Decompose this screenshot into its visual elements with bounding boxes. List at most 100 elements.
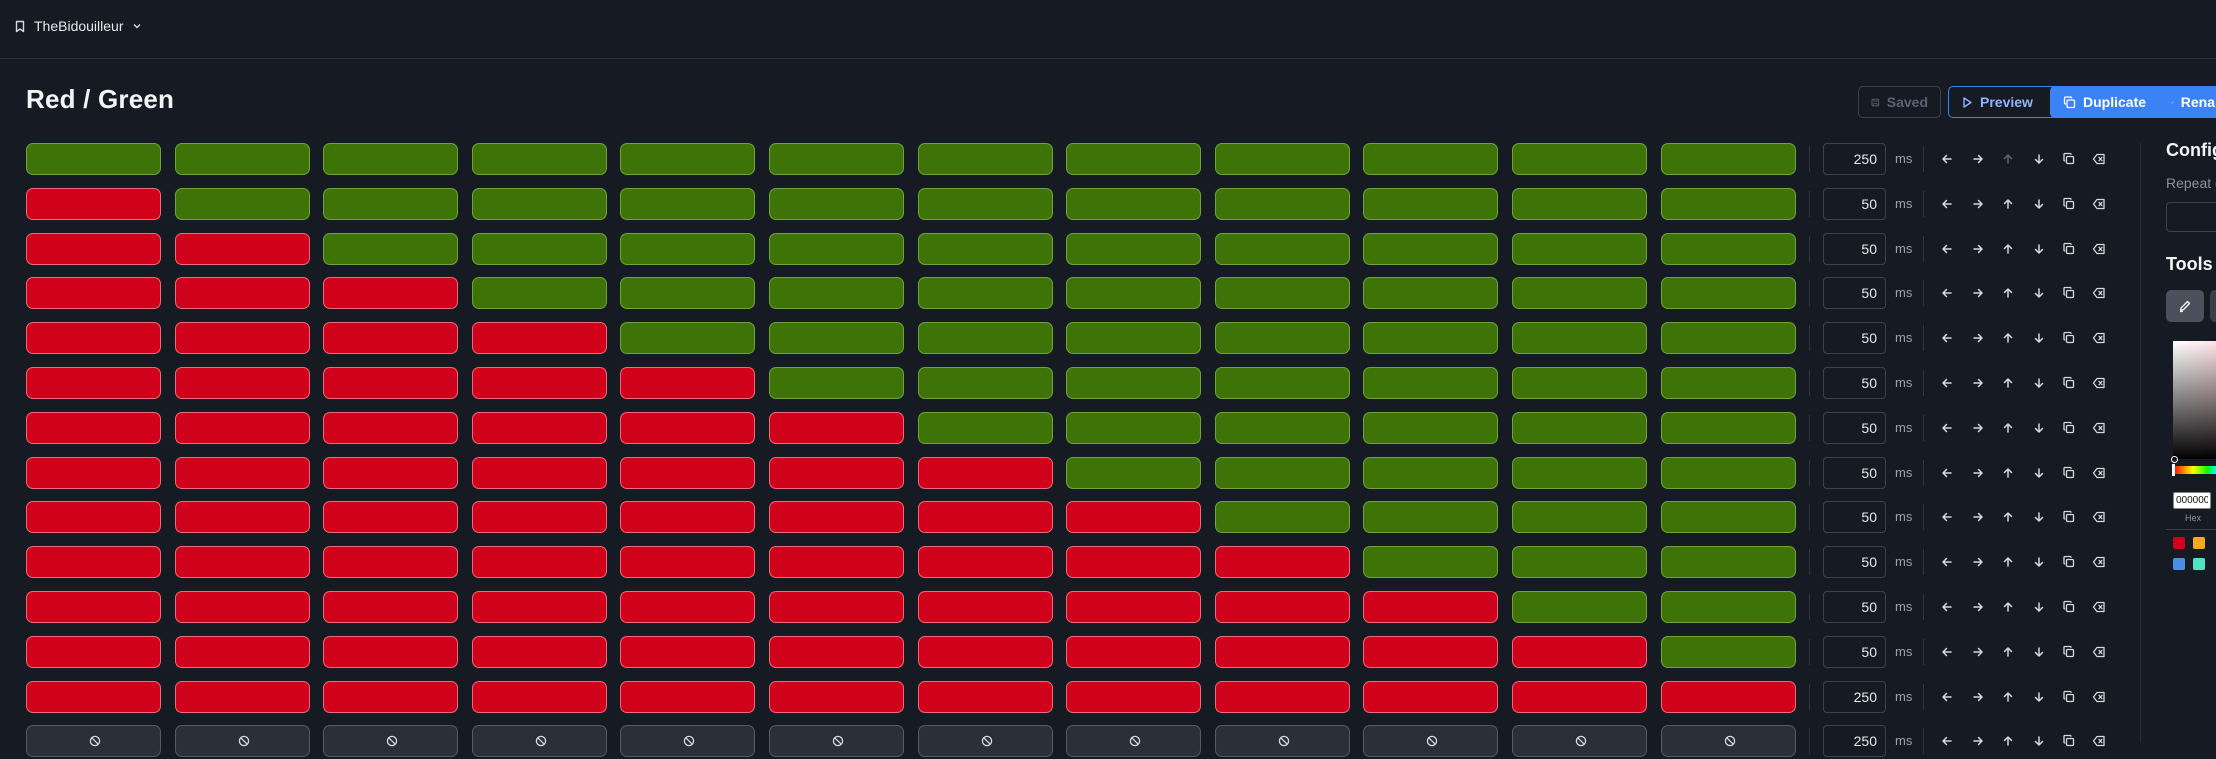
led-cell-red[interactable] <box>175 367 310 399</box>
led-cell-red[interactable] <box>175 277 310 309</box>
led-cell-green[interactable] <box>769 188 904 220</box>
led-cell-red[interactable] <box>26 188 161 220</box>
led-cell-green[interactable] <box>918 143 1053 175</box>
copy-button[interactable] <box>2061 554 2077 570</box>
led-cell-green[interactable] <box>1363 457 1498 489</box>
led-cell-green[interactable] <box>1512 546 1647 578</box>
delete-button[interactable] <box>2091 599 2107 615</box>
led-cell-green[interactable] <box>1661 188 1796 220</box>
arrow-left-button[interactable] <box>1939 196 1955 212</box>
led-cell-green[interactable] <box>26 143 161 175</box>
led-cell-red[interactable] <box>620 636 755 668</box>
led-cell-red[interactable] <box>472 591 607 623</box>
arrow-up-button[interactable] <box>2000 644 2016 660</box>
led-cell-red[interactable] <box>26 322 161 354</box>
led-cell-green[interactable] <box>175 188 310 220</box>
copy-button[interactable] <box>2061 644 2077 660</box>
arrow-right-button[interactable] <box>1970 285 1986 301</box>
led-cell-off[interactable] <box>1661 725 1796 757</box>
led-cell-red[interactable] <box>1363 636 1498 668</box>
arrow-right-button[interactable] <box>1970 509 1986 525</box>
led-cell-green[interactable] <box>1215 188 1350 220</box>
led-cell-green[interactable] <box>1066 322 1201 354</box>
led-cell-green[interactable] <box>769 322 904 354</box>
led-cell-red[interactable] <box>769 591 904 623</box>
repeat-input[interactable] <box>2166 202 2216 232</box>
arrow-up-button[interactable] <box>2000 151 2016 167</box>
preview-button[interactable]: Preview <box>1948 86 2060 118</box>
project-switcher[interactable]: TheBidouilleur <box>14 17 142 35</box>
led-cell-red[interactable] <box>323 546 458 578</box>
delete-button[interactable] <box>2091 151 2107 167</box>
arrow-right-button[interactable] <box>1970 420 1986 436</box>
led-cell-red[interactable] <box>26 412 161 444</box>
duration-input[interactable] <box>1823 725 1886 757</box>
arrow-down-button[interactable] <box>2031 644 2047 660</box>
led-cell-green[interactable] <box>918 322 1053 354</box>
duration-input[interactable] <box>1823 681 1886 713</box>
led-cell-green[interactable] <box>1363 277 1498 309</box>
led-cell-green[interactable] <box>769 143 904 175</box>
hue-slider-handle[interactable] <box>2172 464 2175 476</box>
arrow-up-button[interactable] <box>2000 420 2016 436</box>
led-cell-green[interactable] <box>1215 322 1350 354</box>
arrow-left-button[interactable] <box>1939 733 1955 749</box>
arrow-up-button[interactable] <box>2000 285 2016 301</box>
led-cell-red[interactable] <box>175 412 310 444</box>
arrow-left-button[interactable] <box>1939 420 1955 436</box>
led-cell-red[interactable] <box>175 501 310 533</box>
copy-button[interactable] <box>2061 196 2077 212</box>
led-cell-green[interactable] <box>1512 501 1647 533</box>
led-cell-off[interactable] <box>1512 725 1647 757</box>
led-cell-green[interactable] <box>1512 367 1647 399</box>
duration-input[interactable] <box>1823 143 1886 175</box>
led-cell-green[interactable] <box>1661 143 1796 175</box>
led-cell-red[interactable] <box>918 591 1053 623</box>
led-cell-off[interactable] <box>175 725 310 757</box>
led-cell-red[interactable] <box>1661 681 1796 713</box>
led-cell-green[interactable] <box>918 367 1053 399</box>
led-cell-green[interactable] <box>1512 412 1647 444</box>
led-cell-green[interactable] <box>1363 143 1498 175</box>
led-cell-green[interactable] <box>1512 188 1647 220</box>
led-cell-red[interactable] <box>26 367 161 399</box>
led-cell-green[interactable] <box>1661 457 1796 489</box>
led-cell-red[interactable] <box>472 322 607 354</box>
led-cell-green[interactable] <box>1661 412 1796 444</box>
arrow-right-button[interactable] <box>1970 241 1986 257</box>
led-cell-green[interactable] <box>1363 367 1498 399</box>
arrow-right-button[interactable] <box>1970 375 1986 391</box>
led-cell-red[interactable] <box>1066 501 1201 533</box>
delete-button[interactable] <box>2091 689 2107 705</box>
led-cell-green[interactable] <box>1363 188 1498 220</box>
led-cell-red[interactable] <box>1215 591 1350 623</box>
led-cell-red[interactable] <box>918 546 1053 578</box>
led-cell-green[interactable] <box>1363 322 1498 354</box>
led-cell-green[interactable] <box>1066 233 1201 265</box>
delete-button[interactable] <box>2091 733 2107 749</box>
led-cell-red[interactable] <box>1363 591 1498 623</box>
led-cell-red[interactable] <box>769 636 904 668</box>
arrow-down-button[interactable] <box>2031 599 2047 615</box>
arrow-right-button[interactable] <box>1970 689 1986 705</box>
led-cell-red[interactable] <box>1066 546 1201 578</box>
led-cell-green[interactable] <box>1661 636 1796 668</box>
led-cell-red[interactable] <box>323 277 458 309</box>
led-cell-red[interactable] <box>769 412 904 444</box>
led-cell-off[interactable] <box>769 725 904 757</box>
led-cell-green[interactable] <box>1066 412 1201 444</box>
led-cell-red[interactable] <box>175 681 310 713</box>
duration-input[interactable] <box>1823 188 1886 220</box>
arrow-left-button[interactable] <box>1939 509 1955 525</box>
led-cell-red[interactable] <box>1512 681 1647 713</box>
led-cell-red[interactable] <box>175 636 310 668</box>
color-saturation-area[interactable] <box>2173 341 2216 459</box>
led-cell-green[interactable] <box>918 412 1053 444</box>
led-cell-green[interactable] <box>918 188 1053 220</box>
led-cell-green[interactable] <box>1363 412 1498 444</box>
hue-slider[interactable] <box>2173 466 2216 474</box>
led-cell-red[interactable] <box>1215 636 1350 668</box>
led-cell-green[interactable] <box>769 277 904 309</box>
led-cell-green[interactable] <box>769 233 904 265</box>
led-cell-green[interactable] <box>769 367 904 399</box>
